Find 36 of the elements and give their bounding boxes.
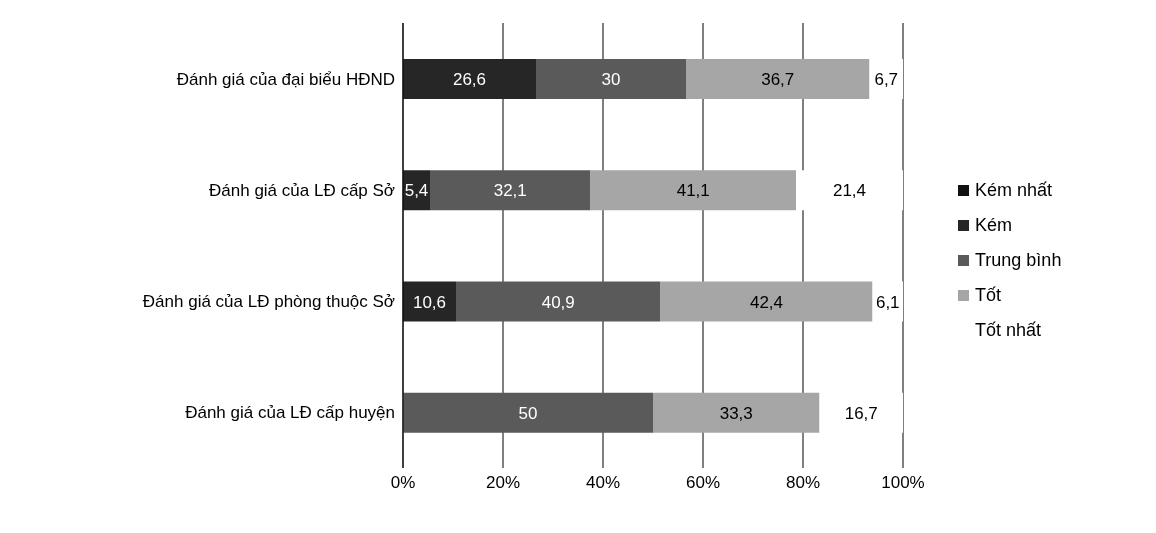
data-label: 6,7	[874, 70, 899, 90]
x-tick-label: 60%	[685, 473, 721, 493]
y-tick-label: Đánh giá của LĐ cấp huyện	[185, 403, 395, 423]
bar	[430, 170, 591, 211]
y-tick-label: Đánh giá của LĐ phòng thuộc Sở	[142, 292, 395, 312]
x-tick-label: 40%	[585, 473, 621, 493]
x-tick-label: 80%	[785, 473, 821, 493]
legend-label: Tốt	[975, 285, 1002, 306]
bar	[403, 59, 536, 99]
legend-label: Kém	[975, 215, 1013, 236]
data-label: 41,1	[676, 181, 710, 201]
data-label: 32,1	[493, 181, 527, 201]
data-label: 10,6	[412, 292, 447, 312]
legend-label: Kém nhất	[975, 180, 1053, 201]
x-tick-label: 0%	[390, 473, 416, 493]
data-label: 50	[518, 403, 538, 423]
data-label: 26,6	[452, 70, 487, 90]
bar	[456, 281, 661, 322]
data-label: 16,7	[844, 403, 878, 423]
data-label: 40,9	[541, 292, 575, 312]
data-label: 36,7	[761, 70, 795, 90]
y-tick-label: Đánh giá của LĐ cấp Sở	[209, 180, 395, 200]
data-label: 6,1	[875, 292, 900, 312]
legend-label: Trung bình	[975, 250, 1062, 271]
data-label: 5,4	[404, 181, 429, 201]
y-tick-label: Đánh giá của đại biểu HĐND	[176, 69, 395, 89]
data-label: 42,4	[749, 292, 784, 312]
x-tick-label: 100%	[881, 473, 925, 493]
data-label: 21,4	[832, 181, 867, 201]
bar	[403, 392, 653, 433]
data-label: 33,3	[719, 403, 753, 423]
data-label: 30	[601, 70, 621, 90]
bar	[590, 170, 796, 211]
x-tick-label: 20%	[485, 473, 521, 493]
text: Tốt nhất	[975, 320, 1042, 341]
bar	[536, 59, 686, 99]
